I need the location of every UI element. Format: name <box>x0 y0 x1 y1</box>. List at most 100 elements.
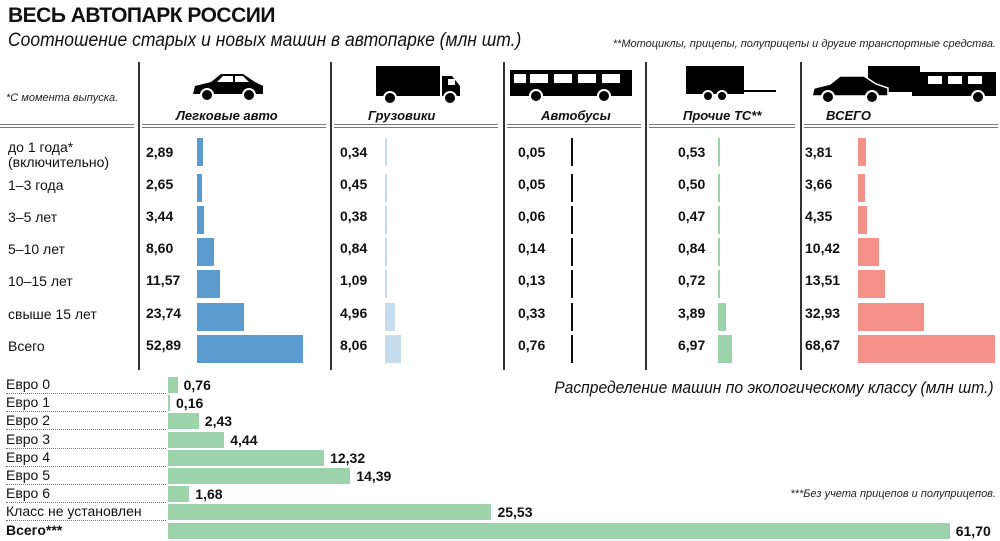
eco-value-label: 25,53 <box>497 504 533 521</box>
column-header: ВСЕГО <box>826 108 872 123</box>
value-label: 1,09 <box>340 272 368 288</box>
value-label: 0,05 <box>518 176 546 192</box>
eco-value-label: 4,44 <box>230 431 258 448</box>
eco-bar <box>168 504 492 521</box>
eco-row-label: Евро 3 <box>6 431 166 449</box>
bar <box>385 138 387 166</box>
value-label: 0,05 <box>518 144 546 160</box>
column-divider <box>503 62 505 370</box>
bar <box>718 335 732 363</box>
bar <box>571 138 573 166</box>
bar <box>385 335 402 363</box>
column-divider <box>330 62 332 370</box>
page-title: ВЕСЬ АВТОПАРК РОССИИ <box>8 4 275 27</box>
header-rule <box>334 124 498 128</box>
value-label: 0,76 <box>518 337 546 353</box>
header-rule <box>804 124 998 128</box>
eco-row-label: Евро 4 <box>6 449 166 467</box>
value-label: 6,97 <box>678 337 706 353</box>
bar <box>858 335 996 363</box>
row-label: свыше 15 лет <box>8 306 97 322</box>
bar <box>718 206 720 234</box>
value-label: 0,34 <box>340 144 368 160</box>
value-label: 3,44 <box>146 208 174 224</box>
bar <box>385 303 395 331</box>
value-label: 0,45 <box>340 176 368 192</box>
value-label: 8,60 <box>146 240 174 256</box>
value-label: 0,38 <box>340 208 368 224</box>
eco-bar <box>168 522 950 539</box>
bar <box>385 238 387 266</box>
eco-row-label: Евро 6 <box>6 485 166 504</box>
column-divider <box>800 62 802 370</box>
eco-bar <box>168 395 171 412</box>
value-label: 52,89 <box>146 337 182 353</box>
bar <box>197 238 215 266</box>
eco-bar <box>168 413 199 430</box>
bar <box>718 270 720 298</box>
row-label: 5–10 лет <box>8 241 65 257</box>
row-label: 3–5 лет <box>8 209 58 225</box>
eco-value-label: 0,76 <box>183 377 211 393</box>
bar <box>858 138 866 166</box>
value-label: 4,35 <box>805 208 833 224</box>
all-vehicles-icon <box>808 64 998 111</box>
value-label: 0,53 <box>678 144 706 160</box>
value-label: 13,51 <box>805 272 841 288</box>
column-header: Легковые авто <box>176 108 278 123</box>
bar <box>571 270 573 298</box>
value-label: 8,06 <box>340 337 368 353</box>
column-divider <box>138 62 140 370</box>
value-label: 10,42 <box>805 240 841 256</box>
eco-bar <box>168 486 190 503</box>
footnote-other: **Мотоциклы, прицепы, полуприцепы и друг… <box>612 38 996 50</box>
value-label: 32,93 <box>805 305 841 321</box>
trailer-icon <box>682 64 782 109</box>
bar <box>718 138 720 166</box>
header-rule <box>507 124 641 128</box>
car-icon <box>185 64 265 109</box>
row-label: 10–15 лет <box>8 273 73 289</box>
value-label: 0,84 <box>340 240 368 256</box>
value-label: 3,81 <box>805 144 833 160</box>
bar <box>858 303 924 331</box>
bar <box>197 335 303 363</box>
eco-row-label: Евро 0 <box>6 376 166 394</box>
value-label: 0,50 <box>678 176 706 192</box>
bar <box>858 270 886 298</box>
value-label: 68,67 <box>805 337 841 353</box>
bus-icon <box>508 64 634 109</box>
bar <box>385 206 387 234</box>
footnote-age: *С момента выпуска. <box>6 92 119 104</box>
bar <box>571 335 573 363</box>
truck-icon <box>372 64 462 111</box>
bar <box>385 174 387 202</box>
value-label: 0,47 <box>678 208 706 224</box>
bar <box>197 138 203 166</box>
eco-bar <box>168 468 351 484</box>
row-label: 1–3 года <box>8 177 64 193</box>
eco-value-label: 1,68 <box>195 486 223 503</box>
value-label: 11,57 <box>146 272 181 288</box>
bar <box>197 303 245 331</box>
column-divider <box>645 62 647 370</box>
footnote-eco: ***Без учета прицепов и полуприцепов. <box>790 488 996 500</box>
value-label: 0,13 <box>518 272 546 288</box>
bar <box>718 303 726 331</box>
value-label: 0,72 <box>678 272 706 288</box>
value-label: 3,66 <box>805 176 833 192</box>
bar <box>385 270 388 298</box>
value-label: 23,74 <box>146 305 182 321</box>
bar <box>571 303 573 331</box>
header-rule <box>142 124 326 128</box>
bar <box>858 238 879 266</box>
bar <box>197 174 203 202</box>
value-label: 0,33 <box>518 305 546 321</box>
eco-bar <box>168 377 178 393</box>
column-header: Прочие ТС** <box>683 108 762 123</box>
eco-value-label: 2,43 <box>204 413 233 430</box>
bar <box>858 206 867 234</box>
table-title: Соотношение старых и новых машин в автоп… <box>8 30 522 51</box>
value-label: 4,96 <box>340 305 368 321</box>
eco-row-label: Евро 2 <box>6 412 166 431</box>
